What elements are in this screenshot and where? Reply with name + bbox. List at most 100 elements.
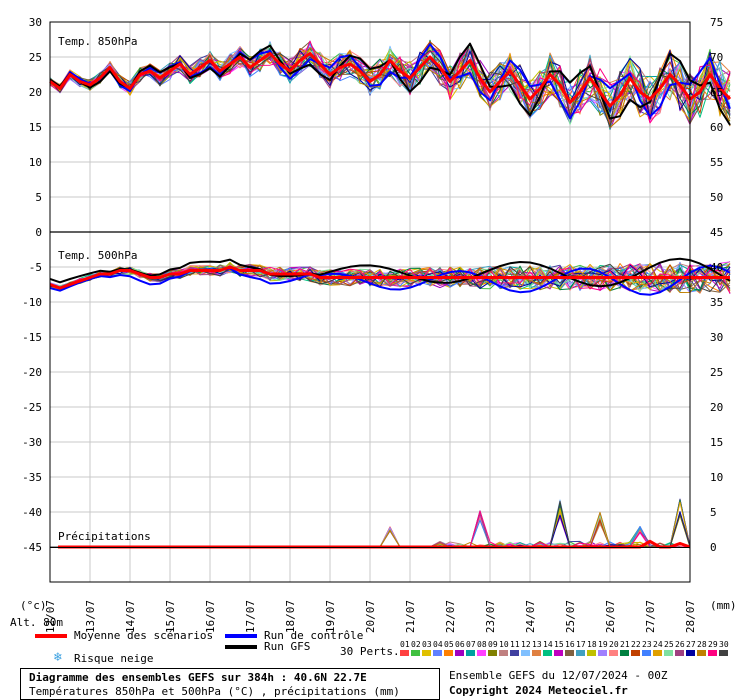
- left-tick-label: -30: [22, 436, 42, 449]
- perturbation-number: 18: [587, 640, 597, 649]
- perturbation-number: 02: [411, 640, 421, 649]
- perturbation-swatch: [422, 650, 431, 656]
- footer-title-box: Diagramme des ensembles GEFS sur 384h : …: [20, 668, 440, 700]
- perturbation-swatch: [400, 650, 409, 656]
- perturbation-swatch: [543, 650, 552, 656]
- date-tick-label: 24/07: [524, 600, 537, 633]
- left-tick-label: -10: [22, 296, 42, 309]
- gfs-swatch: [225, 645, 257, 649]
- left-tick-label: -45: [22, 541, 42, 554]
- footer-title: Diagramme des ensembles GEFS sur 384h : …: [29, 671, 367, 684]
- perturbation-swatch: [466, 650, 475, 656]
- left-tick-label: -35: [22, 471, 42, 484]
- snowflake-icon: ❄: [54, 650, 62, 665]
- perturbation-swatch: [631, 650, 640, 656]
- perturbation-swatch: [510, 650, 519, 656]
- perturbation-number: 17: [576, 640, 586, 649]
- right-tick-label: 25: [710, 366, 723, 379]
- mean-500-line: [49, 265, 730, 290]
- panel-title-850: Temp. 850hPa: [58, 35, 137, 48]
- left-tick-label: 25: [29, 51, 42, 64]
- perturbation-swatch: [411, 650, 420, 656]
- date-tick-label: 14/07: [124, 600, 137, 633]
- perturbation-swatch: [664, 650, 673, 656]
- perturbation-number: 19: [598, 640, 608, 649]
- perturbation-number: 22: [631, 640, 641, 649]
- perturbation-swatch: [433, 650, 442, 656]
- right-tick-label: 5: [710, 506, 717, 519]
- left-tick-label: -40: [22, 506, 42, 519]
- right-tick-label: 55: [710, 156, 723, 169]
- perturbation-number: 21: [620, 640, 630, 649]
- perturbation-swatch: [598, 650, 607, 656]
- member-850-line: [49, 42, 731, 128]
- left-tick-label: 0: [35, 226, 42, 239]
- perturbation-number: 23: [642, 640, 652, 649]
- perturbation-number: 09: [488, 640, 498, 649]
- perturbation-swatch: [697, 650, 706, 656]
- gfs-500-line: [49, 257, 731, 288]
- right-tick-label: 75: [710, 16, 723, 29]
- date-tick-label: 12/07: [44, 600, 57, 633]
- perturbation-swatch: [719, 650, 728, 656]
- left-tick-label: 30: [29, 16, 42, 29]
- left-tick-label: 10: [29, 156, 42, 169]
- perturbation-swatch: [620, 650, 629, 656]
- right-tick-label: 30: [710, 331, 723, 344]
- date-tick-label: 27/07: [644, 600, 657, 633]
- perturbation-number: 11: [510, 640, 520, 649]
- right-tick-label: 10: [710, 471, 723, 484]
- right-tick-label: 45: [710, 226, 723, 239]
- date-tick-label: 15/07: [164, 600, 177, 633]
- right-tick-label: 60: [710, 121, 723, 134]
- date-tick-label: 19/07: [324, 600, 337, 633]
- date-tick-label: 21/07: [404, 600, 417, 633]
- perturbation-number: 29: [708, 640, 718, 649]
- perturbation-swatch: [686, 650, 695, 656]
- date-tick-label: 25/07: [564, 600, 577, 633]
- member-500-line: [49, 263, 731, 293]
- control-swatch: [225, 634, 257, 638]
- right-tick-label: 15: [710, 436, 723, 449]
- right-tick-label: 70: [710, 51, 723, 64]
- perturbation-number: 12: [521, 640, 531, 649]
- perturbation-number: 24: [653, 640, 663, 649]
- date-tick-label: 26/07: [604, 600, 617, 633]
- panel-title-500: Temp. 500hPa: [58, 249, 137, 262]
- perturbation-number: 04: [433, 640, 443, 649]
- right-tick-label: 0: [710, 541, 717, 554]
- right-tick-label: 35: [710, 296, 723, 309]
- right-unit: (mm): [710, 599, 737, 612]
- right-tick-label: 40: [710, 261, 723, 274]
- date-tick-label: 22/07: [444, 600, 457, 633]
- perturbation-number: 01: [400, 640, 410, 649]
- left-tick-label: -20: [22, 366, 42, 379]
- perturbation-number: 16: [565, 640, 575, 649]
- perturbation-swatch: [521, 650, 530, 656]
- perturbation-number: 15: [554, 640, 564, 649]
- perturbation-swatch: [642, 650, 651, 656]
- date-tick-label: 23/07: [484, 600, 497, 633]
- left-unit: (°c): [20, 599, 47, 612]
- gfs-label: Run GFS: [264, 640, 311, 653]
- date-tick-label: 28/07: [684, 600, 697, 633]
- perturbation-number: 03: [422, 640, 432, 649]
- perts-label: 30 Perts.: [340, 645, 400, 658]
- date-tick-label: 18/07: [284, 600, 297, 633]
- perturbation-swatch: [554, 650, 563, 656]
- left-tick-label: -15: [22, 331, 42, 344]
- perturbation-swatch: [455, 650, 464, 656]
- perturbation-number: 06: [455, 640, 465, 649]
- chart-grid: [49, 21, 691, 582]
- perturbation-swatch: [653, 650, 662, 656]
- perturbation-number: 13: [532, 640, 542, 649]
- plot-frame: [49, 21, 691, 583]
- panel-title-precip: Précipitations: [58, 530, 151, 543]
- right-tick-label: 50: [710, 191, 723, 204]
- right-tick-label: 65: [710, 86, 723, 99]
- perturbation-number: 07: [466, 640, 476, 649]
- left-tick-label: 15: [29, 121, 42, 134]
- perturbation-swatch: [708, 650, 717, 656]
